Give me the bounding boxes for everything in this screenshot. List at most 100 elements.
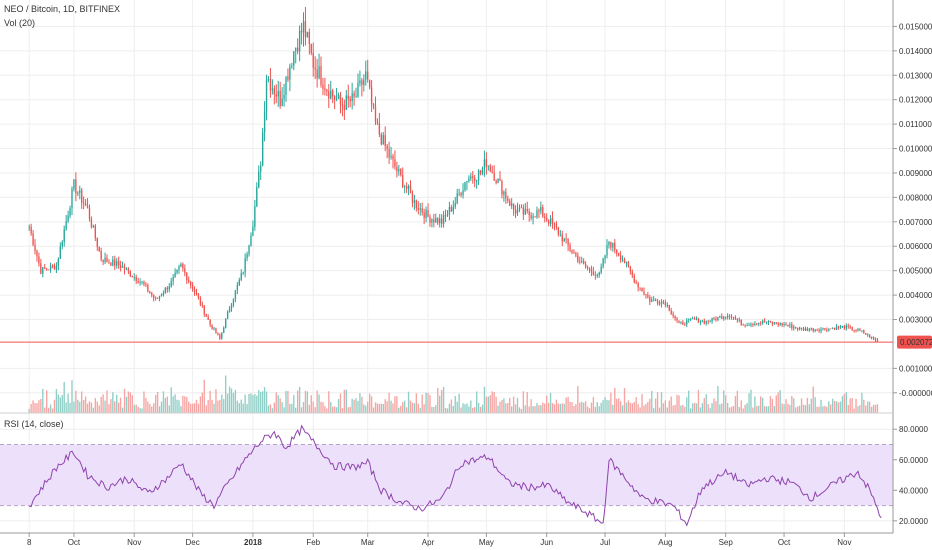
candle-body [549, 218, 552, 224]
candle-body [800, 327, 803, 329]
volume-bar [631, 403, 633, 413]
volume-bar [771, 398, 774, 413]
candle-body [32, 233, 34, 245]
candle-body [207, 316, 209, 320]
candle-body [263, 111, 266, 133]
volume-bar [201, 392, 204, 413]
x-tick-label: Oct [68, 538, 81, 547]
candle-body [306, 31, 309, 38]
x-tick-label: Sep [719, 538, 734, 547]
candle-body [34, 244, 36, 251]
volume-bar [678, 395, 680, 413]
volume-bar [84, 396, 87, 413]
candle-body [557, 227, 560, 235]
volume-bar [318, 394, 320, 413]
price-tick-label: 0.009000 [899, 169, 932, 178]
candle-body [518, 207, 521, 210]
x-tick-label: Jul [600, 538, 610, 547]
candle-body [806, 328, 809, 331]
volume-bar [707, 404, 709, 413]
candle-body [300, 30, 303, 33]
candle-body [230, 304, 233, 309]
candle-body [269, 78, 272, 91]
candle-body [791, 324, 793, 329]
price-tick-label: 0.015000 [899, 22, 932, 31]
candle-body [744, 325, 746, 326]
volume-bar [409, 400, 412, 413]
volume-bar [853, 408, 855, 413]
candle-body [158, 296, 161, 299]
volume-bar [736, 390, 739, 413]
x-tick-label: Jun [540, 538, 553, 547]
volume-bar [814, 397, 816, 413]
candle-body [818, 330, 820, 332]
volume-bar [534, 406, 536, 413]
volume-bar [509, 397, 511, 413]
candle-body [551, 218, 554, 224]
volume-bar [112, 392, 114, 413]
candle-body [308, 31, 311, 44]
candle-body [736, 318, 739, 321]
candle-body [516, 209, 519, 214]
volume-bar [612, 404, 614, 413]
candle-body [870, 336, 873, 338]
volume-bar [135, 404, 137, 413]
candle-body [676, 318, 678, 321]
candle-body [176, 269, 178, 273]
volume-bar [261, 391, 264, 413]
candle-body [417, 208, 419, 210]
candle-body [571, 250, 573, 253]
candle-body [332, 90, 334, 96]
volume-bar [51, 408, 54, 413]
candle-body [73, 179, 75, 189]
volume-bar [726, 402, 729, 413]
volume-bar [263, 387, 266, 413]
volume-bar [182, 395, 184, 413]
volume-bar [53, 399, 56, 413]
candle-body [497, 178, 499, 184]
volume-bar [230, 388, 233, 413]
candle-body [86, 205, 89, 208]
candle-body [261, 132, 264, 166]
volume-bar [398, 407, 400, 413]
candle-body [853, 330, 855, 331]
volume-bar [867, 401, 869, 413]
candle-body [689, 318, 692, 320]
volume-bar [437, 388, 439, 413]
volume-bar [431, 406, 433, 413]
volume-bar [518, 407, 521, 413]
volume-bar [750, 389, 752, 413]
candle-body [252, 226, 254, 236]
candle-body [90, 218, 93, 227]
volume-bar [234, 389, 237, 413]
volume-bar [250, 393, 252, 413]
volume-bar [440, 390, 443, 413]
candle-body [236, 285, 239, 291]
candle-body [717, 316, 719, 321]
volume-bar [341, 408, 344, 413]
volume-bar [647, 401, 649, 413]
candle-body [594, 274, 597, 276]
candle-body [133, 277, 135, 278]
candle-body [125, 268, 128, 270]
volume-bar [137, 406, 139, 413]
candle-body [616, 250, 618, 254]
candle-body [361, 80, 363, 85]
candle-body [304, 21, 307, 38]
volume-bar [752, 407, 754, 413]
candle-body [839, 326, 842, 328]
candle-body [828, 328, 830, 331]
candle-body [553, 223, 556, 225]
volume-bar [403, 400, 406, 413]
candle-body [189, 281, 192, 286]
candle-body [600, 266, 602, 273]
candle-body [781, 322, 783, 326]
volume-bar [761, 397, 764, 413]
volume-bar [277, 395, 279, 413]
candle-body [403, 186, 406, 188]
volume-bar [705, 394, 707, 413]
volume-bar [522, 391, 525, 413]
volume-bar [258, 390, 260, 413]
price-tick-label: 0.011000 [899, 120, 932, 129]
